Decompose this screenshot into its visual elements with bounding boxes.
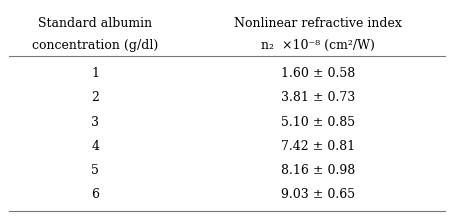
Text: n₂  ×10⁻⁸ (cm²/W): n₂ ×10⁻⁸ (cm²/W) (261, 38, 375, 52)
Text: 8.16 ± 0.98: 8.16 ± 0.98 (281, 164, 355, 177)
Text: 4: 4 (91, 140, 99, 153)
Text: 9.03 ± 0.65: 9.03 ± 0.65 (281, 188, 355, 201)
Text: concentration (g/dl): concentration (g/dl) (32, 38, 158, 52)
Text: Standard albumin: Standard albumin (38, 16, 153, 30)
Text: Nonlinear refractive index: Nonlinear refractive index (234, 16, 402, 30)
Text: 7.42 ± 0.81: 7.42 ± 0.81 (281, 140, 355, 153)
Text: 1.60 ± 0.58: 1.60 ± 0.58 (281, 67, 355, 80)
Text: 5.10 ± 0.85: 5.10 ± 0.85 (281, 116, 355, 129)
Text: 3: 3 (91, 116, 99, 129)
Text: 3.81 ± 0.73: 3.81 ± 0.73 (281, 91, 355, 104)
Text: 5: 5 (91, 164, 99, 177)
Text: 1: 1 (91, 67, 99, 80)
Text: 2: 2 (91, 91, 99, 104)
Text: 6: 6 (91, 188, 99, 201)
